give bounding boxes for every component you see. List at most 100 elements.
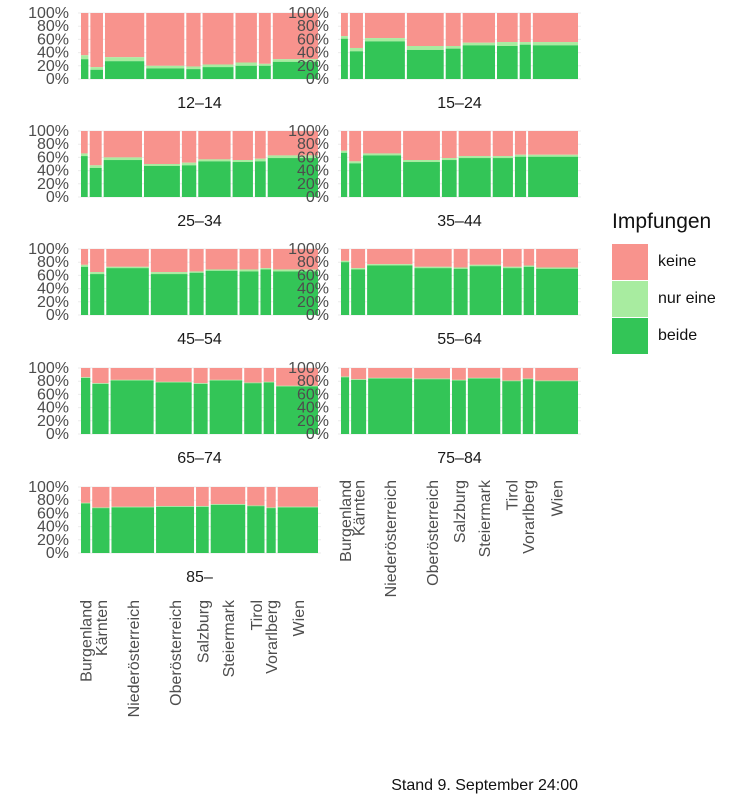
legend-item-nur-eine: nur eine (612, 281, 716, 317)
panel-label-15-24: 15–24 (437, 95, 482, 112)
bar-nur-eine-12-14-wien (272, 59, 318, 62)
y-tick-label-75-84-0: 0% (306, 426, 329, 443)
legend-label-keine: keine (658, 253, 697, 270)
bar-keine-75-84-wien (535, 368, 578, 381)
bar-beide-45-54-burgenland (81, 266, 89, 315)
panel-label-75-84: 75–84 (437, 450, 482, 467)
bar-nur-eine-65-74-salzburg (193, 383, 208, 384)
bar-beide-85-tirol (247, 506, 265, 553)
bar-keine-35-44-niederösterreich (363, 131, 402, 154)
bar-keine-15-24-niederösterreich (364, 13, 405, 39)
bar-nur-eine-75-84-burgenland (341, 376, 350, 378)
bar-keine-25-34-burgenland (81, 131, 88, 154)
bar-keine-45-54-burgenland (81, 249, 89, 265)
bar-beide-55-64-vorarlberg (523, 266, 535, 315)
bar-nur-eine-85-tirol (247, 505, 265, 507)
bar-keine-15-24-oberösterreich (406, 13, 444, 46)
panel-label-35-44: 35–44 (437, 213, 482, 230)
bar-nur-eine-15-24-niederösterreich (364, 38, 405, 42)
bar-nur-eine-85-wien (277, 506, 318, 508)
y-tick-label-25-34-2: 40% (37, 163, 69, 180)
legend-label-beide: beide (658, 327, 698, 344)
x-axis-label-left-4: Salzburg (195, 600, 212, 663)
x-axis-label-left-8: Wien (291, 600, 308, 636)
bar-beide-75-84-kärnten (351, 379, 367, 434)
y-tick-label-15-24-0: 0% (306, 71, 329, 88)
bar-keine-75-84-oberösterreich (414, 368, 450, 379)
bar-keine-65-74-burgenland (81, 368, 91, 378)
y-tick-label-85-2: 40% (37, 519, 69, 536)
bar-nur-eine-75-84-oberösterreich (414, 378, 450, 380)
bar-nur-eine-65-74-kärnten (92, 383, 109, 384)
bar-nur-eine-15-24-kärnten (349, 47, 363, 52)
bar-keine-85-oberösterreich (156, 487, 195, 507)
bar-beide-35-44-kärnten (349, 163, 362, 197)
bar-keine-15-24-tirol (497, 13, 518, 43)
bar-beide-45-54-niederösterreich (106, 268, 149, 315)
bar-beide-45-54-salzburg (189, 272, 204, 315)
bar-keine-35-44-oberösterreich (403, 131, 440, 161)
bar-nur-eine-35-44-oberösterreich (403, 160, 440, 163)
bar-keine-45-54-tirol (239, 249, 259, 270)
bar-keine-85-steiermark (210, 487, 246, 505)
bar-beide-25-34-wien (267, 158, 318, 197)
y-tick-label-85-4: 80% (37, 492, 69, 509)
bar-keine-12-14-niederösterreich (104, 13, 145, 58)
bar-keine-35-44-vorarlberg (514, 131, 527, 155)
bar-beide-15-24-tirol (497, 46, 518, 79)
bar-keine-65-74-tirol (244, 368, 262, 383)
bar-beide-12-14-wien (272, 61, 318, 79)
bar-beide-55-64-niederösterreich (367, 265, 413, 315)
bar-keine-55-64-vorarlberg (523, 249, 535, 266)
bar-keine-75-84-niederösterreich (368, 368, 413, 378)
bar-beide-15-24-wien (532, 45, 578, 79)
y-tick-label-12-14-0: 0% (46, 71, 69, 88)
bar-keine-85-tirol (247, 487, 265, 506)
bar-keine-55-64-tirol (503, 249, 522, 267)
bar-nur-eine-15-24-steiermark (462, 42, 496, 46)
legend-item-keine: keine (612, 244, 716, 280)
bar-nur-eine-55-64-oberösterreich (414, 266, 452, 269)
bar-nur-eine-35-44-wien (528, 154, 578, 157)
bar-nur-eine-85-steiermark (210, 504, 246, 505)
bar-nur-eine-45-54-salzburg (189, 271, 204, 273)
y-tick-label-45-54-1: 20% (37, 294, 69, 311)
bar-beide-25-34-burgenland (81, 156, 88, 197)
bar-beide-12-14-kärnten (90, 69, 103, 79)
bar-beide-35-44-wien (528, 156, 578, 197)
bar-beide-85-salzburg (196, 506, 209, 553)
bar-keine-75-84-tirol (502, 368, 521, 381)
bar-keine-85-salzburg (196, 487, 209, 507)
bar-nur-eine-45-54-vorarlberg (260, 268, 272, 270)
legend-label-nur-eine: nur eine (658, 290, 716, 307)
bar-beide-65-74-kärnten (92, 383, 109, 434)
bar-keine-35-44-kärnten (349, 131, 362, 162)
bar-beide-65-74-steiermark (209, 380, 243, 434)
bar-keine-15-24-wien (532, 13, 578, 43)
bar-keine-55-64-niederösterreich (367, 249, 413, 265)
bar-beide-12-14-tirol (235, 65, 257, 79)
panel-label-65-74: 65–74 (177, 450, 222, 467)
y-tick-label-25-34-4: 80% (37, 136, 69, 153)
y-tick-label-15-24-1: 20% (297, 58, 329, 75)
bar-beide-15-24-salzburg (445, 48, 461, 79)
bar-nur-eine-65-74-wien (276, 385, 318, 387)
bar-nur-eine-12-14-niederösterreich (104, 57, 145, 62)
y-tick-label-12-14-1: 20% (37, 58, 69, 75)
bar-beide-85-steiermark (210, 504, 246, 553)
bar-beide-35-44-salzburg (441, 160, 457, 197)
bar-beide-35-44-vorarlberg (514, 156, 527, 197)
y-tick-label-25-34-0: 0% (46, 189, 69, 206)
bar-nur-eine-45-54-steiermark (205, 269, 238, 271)
bar-beide-25-34-vorarlberg (254, 161, 266, 197)
bar-nur-eine-12-14-burgenland (81, 55, 89, 60)
bar-nur-eine-55-64-wien (536, 267, 578, 269)
bar-nur-eine-45-54-tirol (239, 269, 259, 272)
y-tick-label-75-84-1: 20% (297, 413, 329, 430)
bar-keine-85-burgenland (81, 487, 91, 503)
bar-nur-eine-25-34-niederösterreich (103, 157, 142, 161)
bar-keine-12-14-oberösterreich (146, 13, 185, 66)
y-tick-label-12-14-3: 60% (37, 31, 69, 48)
bar-nur-eine-35-44-steiermark (458, 156, 491, 159)
panel-label-85: 85– (186, 569, 213, 586)
